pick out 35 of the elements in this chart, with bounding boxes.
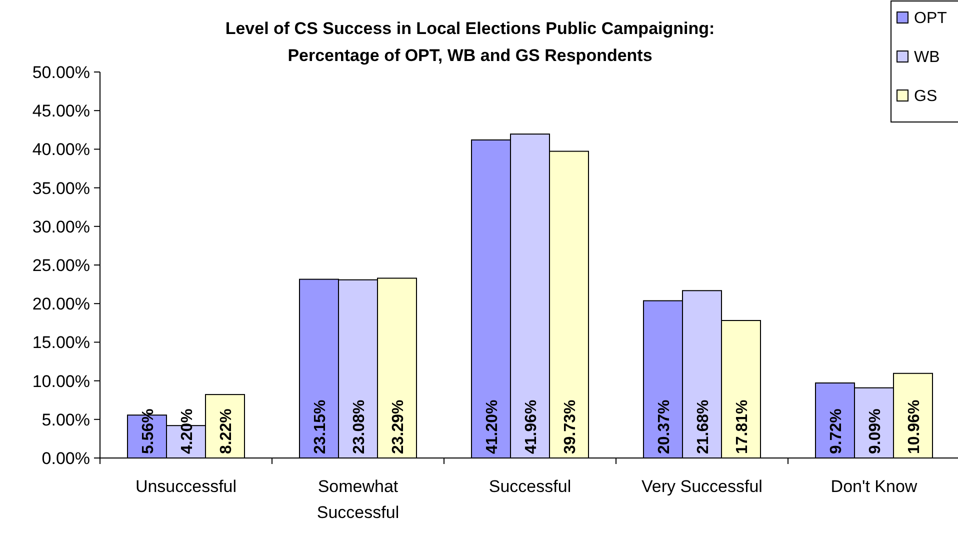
y-tick-label: 15.00%: [32, 333, 90, 352]
legend-label: GS: [914, 88, 938, 105]
chart-title: Level of CS Success in Local Elections Public Campaigning: Percentage of OPT, WB and GS Respondents: [225, 19, 715, 65]
data-label: 10.96%: [906, 400, 923, 454]
y-tick-label: 0.00%: [42, 449, 90, 468]
data-label: 39.73%: [562, 400, 579, 454]
data-label: 20.37%: [656, 400, 673, 454]
y-tick-label: 35.00%: [32, 178, 90, 198]
y-tick-label: 20.00%: [32, 294, 90, 314]
data-label: 41.96%: [523, 400, 540, 454]
data-label: 23.29%: [390, 400, 407, 454]
y-tick-label: 30.00%: [32, 217, 90, 236]
data-label: 8.22%: [218, 408, 235, 454]
data-label: 4.20%: [179, 408, 196, 454]
data-label: 17.81%: [734, 400, 751, 454]
data-label: 23.15%: [312, 400, 329, 454]
y-tick-label: 25.00%: [32, 256, 90, 275]
x-tick-label: Very Successful: [642, 477, 762, 496]
y-tick-label: 50.00%: [32, 63, 90, 82]
x-tick-label: Somewhat Successful: [316, 477, 400, 522]
y-tick-label: 45.00%: [32, 102, 90, 121]
data-label: 41.20%: [484, 400, 501, 454]
data-label: 21.68%: [695, 400, 712, 454]
data-label: 9.09%: [867, 408, 884, 454]
y-tick-label: 5.00%: [42, 410, 90, 430]
y-tick-label: 40.00%: [32, 140, 90, 160]
data-label: 23.08%: [351, 400, 368, 454]
data-label: 9.72%: [828, 408, 845, 454]
legend-label: OPT: [914, 10, 948, 27]
y-tick-label: 10.00%: [32, 372, 90, 391]
x-tick-label: Successful: [488, 477, 572, 496]
x-tick-label: Unsuccessful: [135, 477, 237, 496]
legend-label: WB: [914, 49, 940, 66]
data-label: 5.56%: [140, 408, 157, 454]
x-tick-label: Don't Know: [830, 477, 918, 496]
